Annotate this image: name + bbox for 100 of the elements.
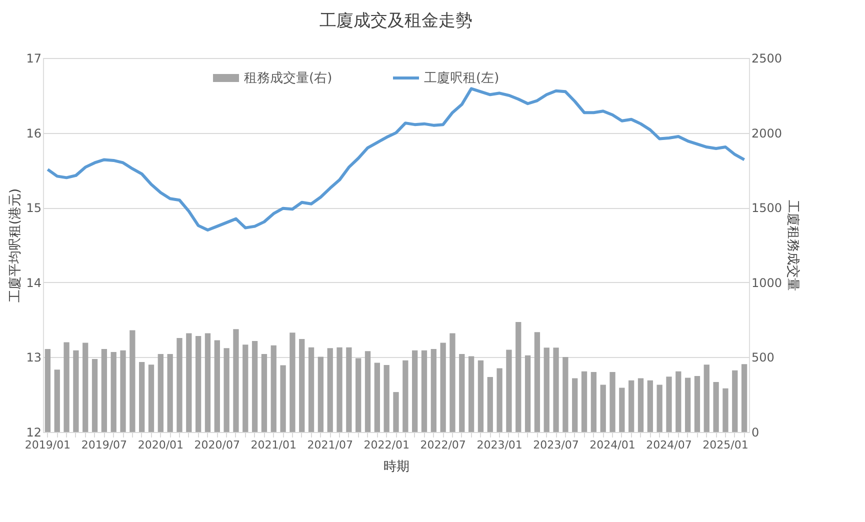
x-tick-label: 2019/01 xyxy=(24,438,71,452)
bar xyxy=(638,378,644,432)
bar xyxy=(374,362,380,432)
bar xyxy=(167,354,173,432)
bar xyxy=(402,360,408,432)
x-tick-label: 2023/01 xyxy=(476,438,522,452)
bar xyxy=(393,392,399,432)
bar xyxy=(581,371,588,432)
bar xyxy=(64,342,70,432)
bar xyxy=(647,380,653,432)
bar xyxy=(290,332,296,432)
bar xyxy=(468,356,474,432)
x-tick-label: 2020/07 xyxy=(194,438,240,452)
y-axis-title: 工廈平均呎租(港元) xyxy=(8,188,24,303)
bar xyxy=(553,348,559,432)
bar xyxy=(139,362,145,432)
line-series xyxy=(46,87,746,232)
x-tick-label: 2024/01 xyxy=(590,438,636,452)
bar xyxy=(148,364,154,432)
bar xyxy=(590,372,597,432)
x-tick-label: 2022/01 xyxy=(364,438,410,452)
bar xyxy=(252,341,258,432)
bar xyxy=(544,348,550,432)
bar xyxy=(204,333,211,432)
x-tick-label: 2021/01 xyxy=(250,438,296,452)
bar xyxy=(195,336,202,432)
bar xyxy=(516,322,522,432)
legend-label: 租務成交量(右) xyxy=(244,70,332,86)
bar xyxy=(713,382,719,432)
bar xyxy=(242,344,248,432)
bar xyxy=(364,351,371,432)
bar xyxy=(732,370,738,432)
bar xyxy=(54,370,60,432)
legend-label: 工廈呎租(左) xyxy=(424,71,500,86)
bar xyxy=(656,384,662,432)
bar xyxy=(487,376,493,432)
bar xyxy=(82,342,88,432)
x-tick-label: 2022/07 xyxy=(420,438,466,452)
chart-title: 工廈成交及租金走勢 xyxy=(320,11,472,31)
bar xyxy=(346,347,352,432)
bar xyxy=(73,350,79,432)
bar xyxy=(44,348,51,432)
bar xyxy=(666,376,672,432)
bar xyxy=(92,358,98,432)
bar xyxy=(176,338,182,432)
bar xyxy=(120,350,126,432)
bar xyxy=(336,347,342,432)
bar xyxy=(261,354,268,432)
bar xyxy=(384,364,390,432)
y-tick-label: 16 xyxy=(26,126,42,140)
bar xyxy=(722,388,728,432)
y2-tick-label: 1000 xyxy=(752,276,782,290)
bar xyxy=(233,329,239,432)
x-tick-label: 2023/07 xyxy=(533,438,579,452)
y-tick-label: 15 xyxy=(26,201,42,216)
bar xyxy=(562,357,568,432)
bar xyxy=(676,371,682,432)
bar xyxy=(158,354,164,432)
bar xyxy=(186,333,192,432)
bar xyxy=(704,364,710,432)
bar xyxy=(299,338,305,432)
bar xyxy=(524,355,531,432)
bar xyxy=(270,345,276,432)
bar xyxy=(421,350,428,432)
bar xyxy=(450,333,456,432)
bar xyxy=(430,348,436,432)
x-tick-label: 2021/07 xyxy=(307,438,353,452)
x-tick-label: 2019/07 xyxy=(81,438,128,452)
y2-tick-label: 500 xyxy=(752,350,774,365)
bar xyxy=(327,348,333,432)
y2-axis-title: 工廈租務成交量 xyxy=(785,200,802,291)
y-tick-label: 12 xyxy=(26,426,42,440)
y-tick-label: 14 xyxy=(26,276,42,290)
bar xyxy=(506,350,512,432)
x-tick-label: 2025/01 xyxy=(702,438,748,452)
bar xyxy=(224,348,230,432)
y-tick-label: 17 xyxy=(26,52,42,66)
bar xyxy=(412,350,418,432)
bar xyxy=(694,376,700,432)
bar xyxy=(440,342,446,432)
bar xyxy=(478,360,484,432)
bar xyxy=(280,365,286,432)
bar xyxy=(610,372,616,432)
bar xyxy=(110,352,116,432)
bar xyxy=(101,348,108,432)
bar xyxy=(496,368,502,432)
x-axis-title: 時期 xyxy=(384,460,410,474)
bar xyxy=(214,340,220,432)
bar xyxy=(572,378,578,432)
bar xyxy=(459,354,465,432)
bar xyxy=(318,356,324,432)
bar xyxy=(308,347,314,432)
x-tick-label: 2024/07 xyxy=(646,438,692,452)
y2-tick-label: 2500 xyxy=(752,52,782,66)
y-tick-label: 13 xyxy=(26,350,42,365)
y2-tick-label: 0 xyxy=(752,426,760,440)
y2-tick-label: 2000 xyxy=(752,126,782,140)
bar xyxy=(684,378,691,432)
bar xyxy=(356,358,362,432)
bar xyxy=(628,380,634,432)
